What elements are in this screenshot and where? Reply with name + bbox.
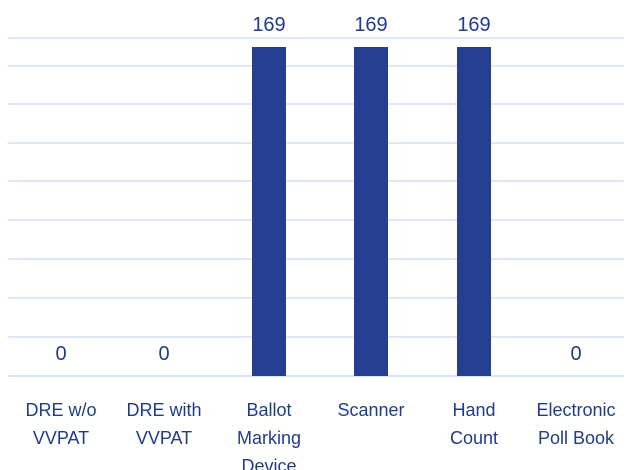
category-label-5: Hand Count [450, 400, 498, 448]
data-label-3: 169 [252, 14, 285, 36]
gridlines [8, 37, 624, 377]
category-label-4: Scanner [337, 400, 404, 420]
data-labels: 0 0 169 169 169 0 [55, 14, 581, 365]
bar-5 [457, 47, 491, 376]
bar-3 [252, 47, 286, 376]
data-label-2: 0 [158, 343, 169, 365]
category-label-2: DRE with VVPAT [126, 400, 201, 448]
data-label-4: 169 [354, 14, 387, 36]
data-label-6: 0 [570, 343, 581, 365]
data-label-1: 0 [55, 343, 66, 365]
category-label-1: DRE w/o VVPAT [25, 400, 96, 448]
category-label-3: Ballot Marking Device [237, 400, 301, 470]
bar-4 [354, 47, 388, 376]
category-labels: DRE w/o VVPAT DRE with VVPAT Ballot Marking De… [25, 400, 615, 470]
bars [252, 47, 491, 376]
data-label-5: 169 [457, 14, 490, 36]
category-label-6: Electronic Poll Book [536, 400, 615, 448]
